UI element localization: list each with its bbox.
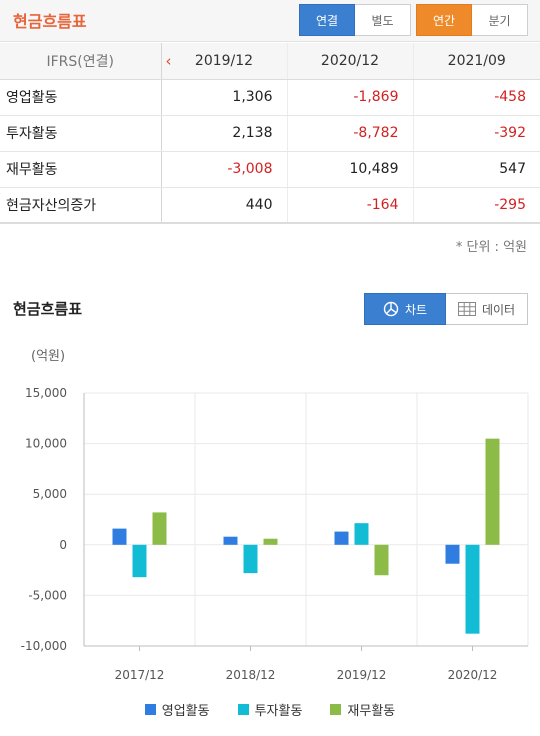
- table-row: 투자활동 2,138 -8,782 -392: [0, 115, 540, 152]
- legend-item: 영업활동: [144, 700, 210, 719]
- legend-label: 재무활동: [347, 704, 396, 719]
- column-header-label: 2020/12: [320, 52, 380, 69]
- table-corner-label: IFRS(연결): [0, 43, 162, 80]
- bar-financing: [152, 512, 167, 545]
- legend-swatch-financing: [330, 704, 342, 715]
- chart-view-button[interactable]: 차트: [364, 293, 446, 325]
- column-header: 2020/12: [287, 43, 414, 80]
- bar-operating: [334, 531, 349, 545]
- row-label: 현금자산의증가: [0, 187, 162, 224]
- chart-view-label: 차트: [404, 302, 428, 317]
- legend-swatch-investing: [237, 704, 249, 715]
- bar-operating: [112, 528, 127, 545]
- table-cell: 10,489: [287, 151, 414, 188]
- column-header-label: 2021/09: [447, 52, 506, 69]
- chart-section-title: 현금흐름표: [13, 300, 83, 318]
- y-tick-label: 0: [59, 538, 67, 552]
- table-cell: 1,306: [161, 79, 288, 116]
- y-tick-label: 5,000: [33, 487, 67, 501]
- quarterly-button[interactable]: 분기: [472, 4, 528, 36]
- legend-label: 영업활동: [161, 704, 210, 719]
- view-toggle: 차트 데이터: [364, 293, 528, 325]
- row-label: 투자활동: [0, 115, 162, 152]
- data-view-button[interactable]: 데이터: [446, 293, 528, 325]
- legend-item: 재무활동: [330, 700, 395, 719]
- prev-period-arrow-icon[interactable]: ‹: [165, 51, 172, 70]
- y-tick-label: 10,000: [25, 437, 67, 451]
- table-row: 영업활동 1,306 -1,869 -458: [0, 79, 540, 116]
- bar-investing: [243, 544, 258, 574]
- x-tick-label: 2018/12: [226, 668, 276, 682]
- x-tick-label: 2020/12: [448, 668, 498, 682]
- row-label: 재무활동: [0, 151, 162, 188]
- grid-table-icon: [457, 302, 476, 316]
- data-view-label: 데이터: [481, 302, 516, 317]
- legend-item: 투자활동: [237, 700, 303, 719]
- y-tick-label: 15,000: [25, 386, 67, 400]
- separate-button[interactable]: 별도: [355, 4, 411, 36]
- column-header-label: 2019/12: [194, 52, 254, 69]
- table-cell: -8,782: [287, 115, 414, 152]
- period-toggle: 연간 분기: [416, 4, 528, 36]
- pie-chart-icon: [383, 301, 399, 317]
- table-cell: 547: [413, 151, 540, 188]
- x-tick-label: 2019/12: [337, 668, 387, 682]
- bar-investing: [465, 544, 480, 634]
- table-row: 현금자산의증가 440 -164 -295: [0, 187, 540, 224]
- legend-label: 투자활동: [254, 704, 303, 719]
- y-axis-unit-label: (억원): [31, 349, 66, 364]
- page-title: 현금흐름표: [13, 12, 87, 31]
- consolidation-toggle: 연결 별도: [299, 4, 411, 36]
- bar-operating: [445, 544, 460, 564]
- header-bar: 현금흐름표 연결 별도 연간 분기: [0, 0, 540, 42]
- y-tick-label: -5,000: [28, 588, 67, 602]
- x-tick-label: 2017/12: [115, 668, 165, 682]
- table-header-row: IFRS(연결) ‹ 2019/12 2020/12 2021/09 ›: [0, 43, 540, 80]
- table-cell: -1,869: [287, 79, 414, 116]
- column-header: ‹ 2019/12: [161, 43, 288, 80]
- table-cell: -164: [287, 187, 414, 224]
- table-row: 재무활동 -3,008 10,489 547: [0, 151, 540, 188]
- column-header: 2021/09 ›: [413, 43, 540, 80]
- chart-legend: 영업활동 투자활동 재무활동: [0, 700, 540, 719]
- y-tick-label: -10,000: [21, 639, 67, 653]
- consolidated-button[interactable]: 연결: [299, 4, 355, 36]
- table-cell: -3,008: [161, 151, 288, 188]
- legend-swatch-operating: [144, 704, 156, 715]
- table-cell: -392: [413, 115, 540, 152]
- bar-financing: [263, 538, 278, 545]
- table-cell: 2,138: [161, 115, 288, 152]
- bar-operating: [223, 536, 238, 545]
- bar-financing: [485, 438, 500, 545]
- table-cell: -458: [413, 79, 540, 116]
- cashflow-bar-chart: 15,000 10,000 5,000 0 -5,000 -10,000 2017/12 20…: [21, 386, 529, 682]
- bar-financing: [374, 544, 389, 576]
- row-label: 영업활동: [0, 79, 162, 116]
- bar-investing: [354, 523, 369, 545]
- annual-button[interactable]: 연간: [416, 4, 472, 36]
- table-cell: 440: [161, 187, 288, 224]
- unit-note: * 단위 : 억원: [455, 240, 527, 255]
- bar-investing: [132, 544, 147, 578]
- cashflow-table: IFRS(연결) ‹ 2019/12 2020/12 2021/09 › 영업활…: [0, 43, 540, 224]
- table-cell: -295: [413, 187, 540, 224]
